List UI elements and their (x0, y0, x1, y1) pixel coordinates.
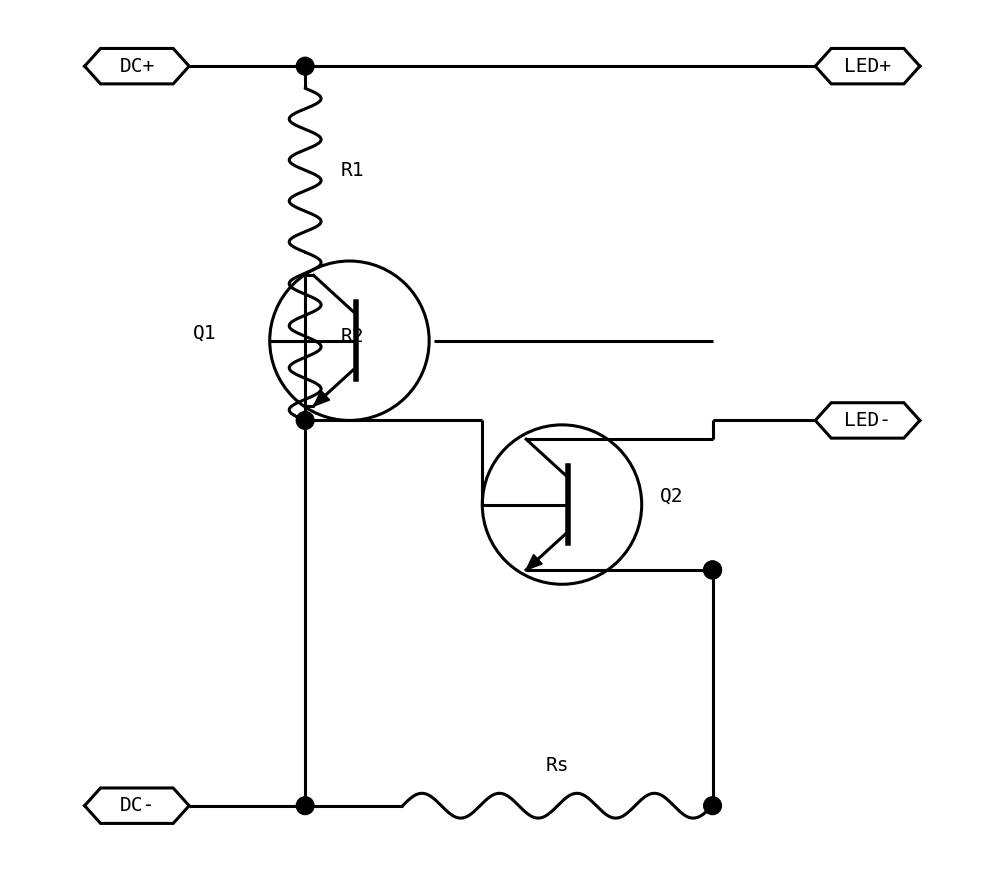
Circle shape (296, 57, 314, 75)
Polygon shape (815, 48, 920, 84)
Text: LED+: LED+ (844, 56, 891, 76)
Text: DC-: DC- (119, 797, 155, 815)
Polygon shape (314, 391, 330, 406)
Text: Rs: Rs (546, 755, 569, 775)
Polygon shape (815, 402, 920, 438)
Text: Q2: Q2 (659, 487, 683, 506)
Text: R1: R1 (341, 161, 364, 180)
Polygon shape (85, 788, 189, 823)
Polygon shape (526, 554, 542, 570)
Text: DC+: DC+ (119, 56, 155, 76)
Text: Q1: Q1 (193, 324, 217, 342)
Polygon shape (85, 48, 189, 84)
Text: LED-: LED- (844, 411, 891, 430)
Text: R2: R2 (341, 327, 364, 346)
Circle shape (704, 561, 721, 578)
Circle shape (296, 797, 314, 814)
Circle shape (704, 561, 721, 578)
Circle shape (704, 797, 721, 814)
Circle shape (296, 411, 314, 429)
